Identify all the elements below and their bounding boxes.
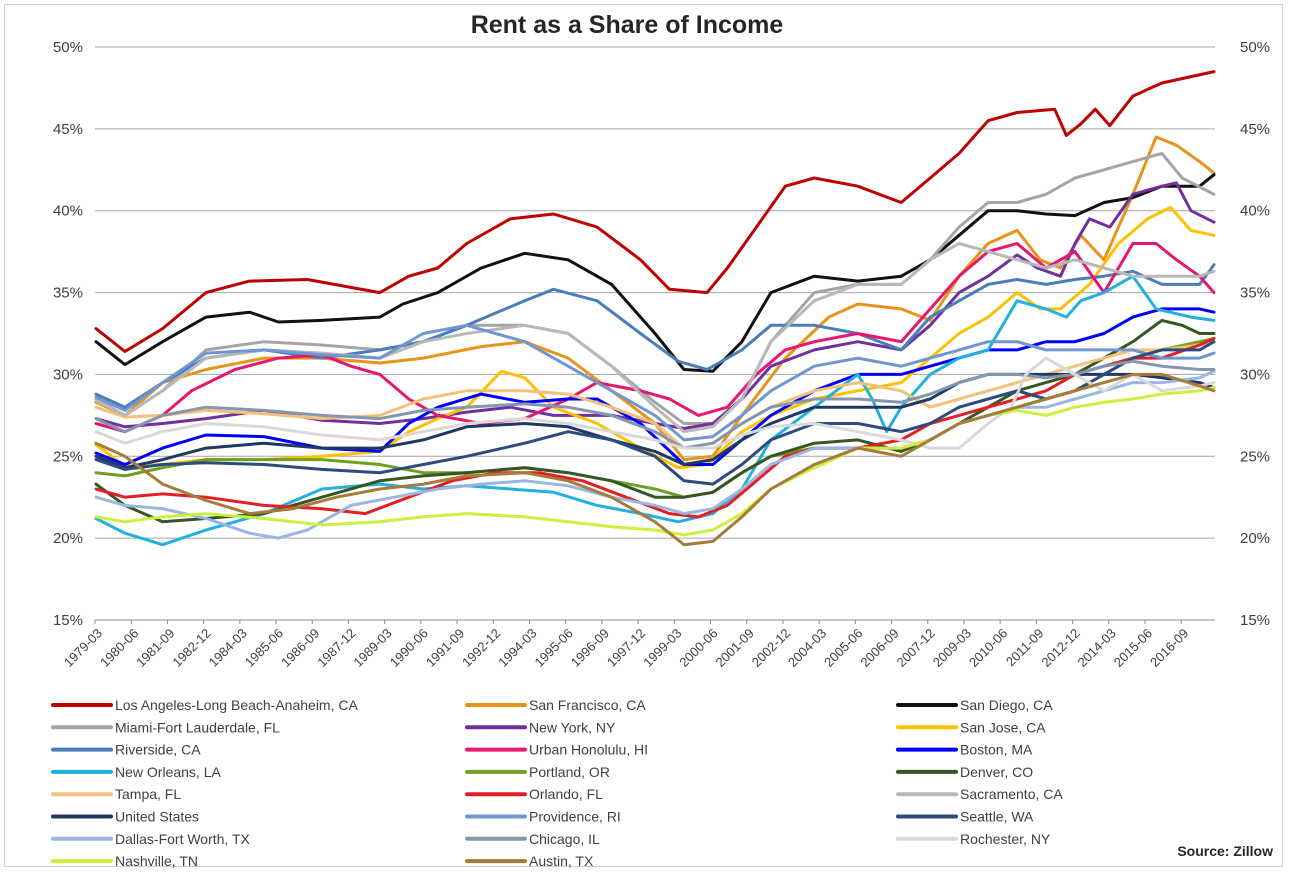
legend-entry: San Jose, CA (960, 719, 1046, 735)
y-tick-label-right: 15% (1240, 612, 1270, 629)
legend: Los Angeles-Long Beach-Anaheim, CA San Fr… (51, 697, 1063, 868)
y-tick-label-left: 50% (53, 39, 83, 56)
legend-entry: San Francisco, CA (529, 697, 646, 713)
chart-frame: Rent as a Share of Income 15% 20% 25% 30% 35… (4, 4, 1283, 868)
x-tick-label: 2009-03 (930, 626, 974, 670)
legend-entry: Providence, RI (529, 809, 621, 825)
legend-entry: Urban Honolulu, HI (529, 742, 648, 758)
x-tick-label: 1996-09 (568, 626, 612, 670)
x-tick-label: 2012-12 (1038, 626, 1082, 670)
series-line (94, 242, 1216, 434)
x-tick-label: 1982-12 (169, 626, 213, 670)
y-tick-label-left: 35% (53, 285, 83, 302)
series-line (94, 323, 1216, 442)
y-tick-label-left: 40% (53, 203, 83, 220)
series-line (94, 135, 1216, 462)
x-tick-label: 1999-03 (640, 626, 684, 670)
x-tick-label: 2016-09 (1147, 626, 1191, 670)
y-tick-label-left: 45% (53, 121, 83, 138)
x-tick-label: 1981-09 (133, 626, 177, 670)
y-tick-label-right: 35% (1240, 285, 1270, 302)
x-tick-label: 1985-06 (242, 626, 286, 670)
series-line (94, 181, 1216, 430)
x-tick-label: 2014-03 (1075, 626, 1119, 670)
x-tick-label: 1980-06 (97, 626, 141, 670)
y-tick-label-right: 50% (1240, 39, 1270, 56)
y-tick-label-left: 20% (53, 530, 83, 547)
x-axis: 1979-031980-061981-091982-121984-031985-… (61, 620, 1191, 670)
legend-entry: Chicago, IL (529, 831, 600, 847)
series-line (94, 372, 1216, 470)
legend-entry: Tampa, FL (115, 786, 181, 802)
legend-entry: United States (115, 809, 199, 825)
series-line (94, 70, 1216, 353)
x-tick-label: 2004-03 (785, 626, 829, 670)
x-tick-label: 1979-03 (61, 626, 105, 670)
legend-entry: Sacramento, CA (960, 786, 1063, 802)
y-tick-label-right: 40% (1240, 203, 1270, 220)
series-lines (94, 70, 1216, 547)
x-tick-label: 1991-09 (423, 626, 467, 670)
series-line (94, 173, 1216, 373)
legend-entry: Seattle, WA (960, 809, 1034, 825)
series-line (94, 336, 1216, 519)
source-label: Source: Zillow (1177, 843, 1273, 859)
x-tick-label: 2002-12 (749, 626, 793, 670)
legend-entry: Nashville, TN (115, 853, 198, 868)
legend-entry: Rochester, NY (960, 831, 1051, 847)
x-tick-label: 2011-09 (1003, 626, 1047, 670)
x-tick-label: 1994-03 (495, 626, 539, 670)
legend-entry: Orlando, FL (529, 786, 603, 802)
y-tick-label-right: 45% (1240, 121, 1270, 138)
legend-entry: San Diego, CA (960, 697, 1053, 713)
x-tick-label: 1997-12 (604, 626, 648, 670)
x-tick-label: 2015-06 (1111, 626, 1155, 670)
x-tick-label: 2007-12 (894, 626, 938, 670)
x-tick-label: 2006-09 (857, 626, 901, 670)
series-line (94, 274, 1216, 547)
legend-entry: New York, NY (529, 719, 616, 735)
x-tick-label: 2005-06 (821, 626, 865, 670)
series-line (94, 263, 1216, 409)
legend-entry: Riverside, CA (115, 742, 201, 758)
x-tick-label: 1989-03 (350, 626, 394, 670)
x-tick-label: 1984-03 (206, 626, 250, 670)
series-line (94, 369, 1216, 540)
x-tick-label: 1995-06 (531, 626, 575, 670)
series-line (94, 386, 1216, 537)
x-tick-label: 2010-06 (966, 626, 1010, 670)
y-tick-label-right: 20% (1240, 530, 1270, 547)
legend-entry: Denver, CO (960, 764, 1033, 780)
legend-entry: Dallas-Fort Worth, TX (115, 831, 251, 847)
line-chart: Rent as a Share of Income 15% 20% 25% 30% 35… (51, 11, 1273, 868)
legend-entry: Miami-Fort Lauderdale, FL (115, 719, 280, 735)
y-tick-label-left: 15% (53, 612, 83, 629)
x-tick-label: 2000-06 (676, 626, 720, 670)
y-axis-right: 15% 20% 25% 30% 35% 40% 45% 50% (1240, 39, 1270, 629)
legend-entry: Portland, OR (529, 764, 610, 780)
series-line (94, 205, 1216, 470)
y-tick-label-right: 30% (1240, 366, 1270, 383)
x-tick-label: 1987-12 (314, 626, 358, 670)
x-tick-label: 1992-12 (459, 626, 503, 670)
x-tick-label: 1986-09 (278, 626, 322, 670)
chart-title: Rent as a Share of Income (471, 11, 784, 39)
legend-entry: New Orleans, LA (115, 764, 221, 780)
y-tick-label-right: 25% (1240, 448, 1270, 465)
legend-entry: Boston, MA (960, 742, 1033, 758)
x-tick-label: 1990-06 (387, 626, 431, 670)
legend-entry: Los Angeles-Long Beach-Anaheim, CA (115, 697, 358, 713)
y-axis-left: 15% 20% 25% 30% 35% 40% 45% 50% (53, 39, 83, 629)
series-line (94, 356, 1216, 450)
y-tick-label-left: 30% (53, 366, 83, 383)
series-line (94, 372, 1216, 547)
y-tick-label-left: 25% (53, 448, 83, 465)
legend-entry: Austin, TX (529, 853, 594, 868)
x-tick-label: 2001-09 (713, 626, 757, 670)
